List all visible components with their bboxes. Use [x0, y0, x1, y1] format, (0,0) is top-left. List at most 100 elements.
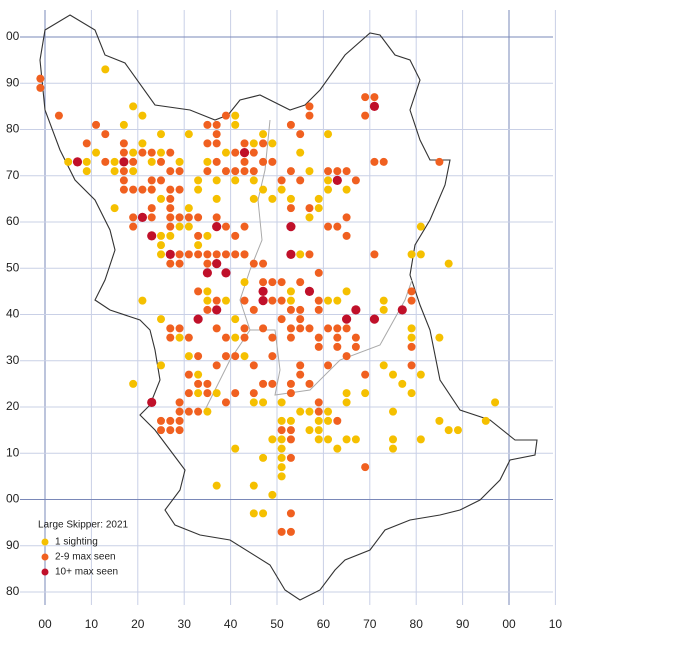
sighting-dot — [203, 231, 212, 240]
sighting-dot — [314, 204, 323, 213]
sighting-dot — [138, 148, 147, 157]
sighting-dot — [203, 259, 212, 268]
sighting-dot — [184, 130, 193, 139]
y-tick-label: 10 — [6, 445, 20, 459]
sighting-dot — [166, 194, 175, 203]
sighting-dot — [389, 435, 397, 444]
sighting-dot — [175, 398, 184, 407]
sighting-dot — [286, 305, 295, 314]
sighting-dot — [296, 148, 305, 157]
sighting-dot — [333, 222, 342, 231]
sighting-dot — [240, 222, 249, 231]
sighting-dot — [194, 185, 203, 194]
sighting-dot — [258, 286, 268, 296]
sighting-dot — [305, 426, 314, 435]
sighting-dot — [268, 278, 277, 287]
sighting-dot — [82, 139, 91, 148]
sighting-dot — [416, 370, 425, 379]
sighting-dot — [333, 296, 342, 305]
sighting-dot — [296, 130, 305, 139]
sighting-dot — [259, 259, 268, 268]
x-tick-label: 00 — [502, 617, 516, 631]
sighting-dot — [157, 231, 165, 240]
sighting-dot — [110, 204, 119, 213]
sighting-dot — [370, 250, 379, 259]
y-tick-label: 30 — [6, 353, 20, 367]
legend: Large Skipper: 2021 1 sighting 2-9 max se… — [38, 520, 129, 578]
sighting-dot — [481, 416, 490, 425]
sighting-dot — [166, 333, 175, 342]
sighting-dot — [314, 407, 323, 416]
sighting-dot — [240, 324, 249, 333]
sighting-dot — [157, 130, 165, 139]
sighting-dot — [166, 324, 175, 333]
sighting-dot — [203, 379, 212, 388]
y-tick-label: 60 — [6, 214, 20, 228]
sighting-dot — [259, 139, 268, 148]
sighting-dot — [277, 296, 286, 305]
sighting-dot — [221, 296, 230, 305]
sighting-dot — [333, 333, 342, 342]
sighting-dot — [175, 259, 184, 268]
sighting-dot — [231, 148, 240, 157]
sighting-dot — [184, 222, 193, 231]
sighting-dot — [231, 111, 240, 120]
sighting-dot — [240, 333, 249, 342]
sighting-dot — [221, 398, 230, 407]
sighting-dot — [397, 305, 407, 315]
sighting-dot — [119, 157, 129, 167]
sighting-dot — [119, 139, 128, 148]
sighting-dot — [314, 426, 323, 435]
sighting-dot — [407, 389, 416, 398]
sighting-dot — [202, 268, 212, 278]
sighting-dot — [203, 389, 212, 398]
sighting-dot — [212, 120, 221, 129]
sighting-dot — [305, 204, 314, 213]
sighting-dot — [277, 176, 286, 185]
sighting-dot — [259, 379, 268, 388]
sighting-dot — [314, 296, 323, 305]
legend-title: Large Skipper: 2021 — [38, 520, 129, 531]
sighting-dot — [231, 167, 240, 176]
sighting-dot — [157, 250, 165, 259]
sighting-dot — [333, 444, 342, 453]
sighting-dot — [286, 333, 295, 342]
y-tick-label: 80 — [6, 584, 20, 598]
sighting-dot — [361, 93, 370, 102]
sighting-dot — [324, 185, 333, 194]
sighting-dot — [286, 120, 295, 129]
sighting-dot — [119, 148, 128, 157]
x-tick-label: 10 — [549, 617, 563, 631]
sighting-dot — [212, 139, 221, 148]
sighting-dot — [240, 139, 249, 148]
sighting-dot — [286, 167, 295, 176]
sighting-dot — [166, 213, 175, 222]
sighting-dot — [82, 167, 91, 176]
sighting-dot — [129, 102, 138, 111]
sighting-dot — [221, 148, 230, 157]
x-tick-label: 30 — [178, 617, 192, 631]
sighting-dot — [249, 389, 258, 398]
sighting-dot — [203, 287, 212, 296]
sighting-dot — [324, 416, 333, 425]
sighting-dot — [221, 111, 230, 120]
sighting-dot — [231, 333, 240, 342]
sighting-dot — [369, 101, 380, 111]
sighting-dot — [101, 65, 110, 74]
sighting-dot — [221, 167, 230, 176]
sighting-dot — [398, 379, 407, 388]
sighting-dot — [268, 296, 277, 305]
sighting-dot — [314, 268, 323, 277]
sighting-dot — [286, 435, 295, 444]
legend-label: 10+ max seen — [55, 567, 118, 578]
sighting-dot — [324, 361, 333, 370]
sighting-dot — [212, 222, 222, 232]
county-outline — [39, 14, 538, 601]
sighting-dot — [147, 148, 156, 157]
sighting-dot — [129, 157, 138, 166]
sighting-dot — [221, 352, 230, 361]
sighting-dot — [157, 426, 165, 435]
sighting-dot — [231, 352, 240, 361]
sighting-dot — [277, 185, 286, 194]
sighting-dot — [194, 389, 203, 398]
